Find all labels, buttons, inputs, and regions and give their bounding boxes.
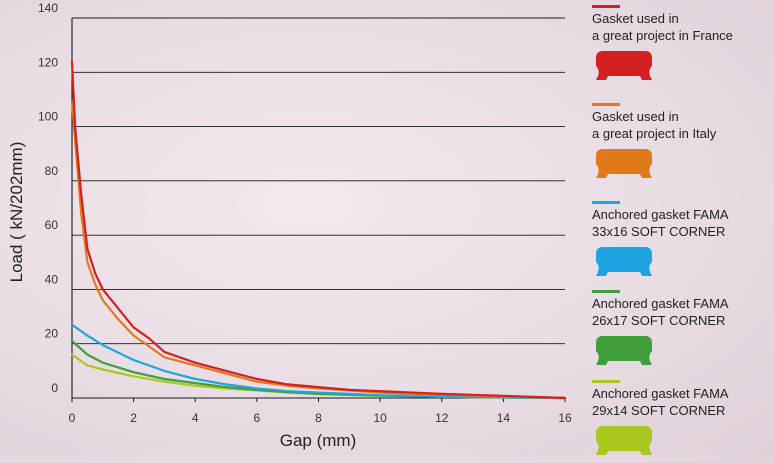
gasket-profile-icon: [596, 149, 652, 178]
series-line-0: [70, 60, 567, 400]
x-tick-label: 14: [497, 411, 511, 425]
series-line-1: [70, 101, 567, 400]
legend-item-3: Anchored gasket FAMA 26x17 SOFT CORNER: [592, 290, 774, 373]
gasket-profile-icon: [596, 247, 652, 276]
x-tick-label: 10: [373, 411, 387, 425]
x-tick-label: 4: [192, 411, 199, 425]
gasket-profile-shape: [596, 247, 652, 276]
legend-label: Anchored gasket FAMA 29x14 SOFT CORNER: [592, 386, 729, 418]
y-tick-label: 140: [38, 1, 58, 15]
legend-swatch: [592, 5, 620, 8]
x-axis-label: Gap (mm): [280, 431, 357, 450]
legend-label: Gasket used in a great project in France: [592, 11, 733, 43]
x-tick-label: 12: [435, 411, 449, 425]
load-gap-chart: 0 20 40 60 80 100 120 140 0 2 4 6 8 10 12 14 16 Gap (mm)…: [7, 1, 572, 450]
series-line-4: [70, 353, 567, 400]
x-tick-label: 2: [130, 411, 137, 425]
series-line-2: [70, 323, 567, 400]
y-axis-label: Load ( kN/202mm): [7, 142, 26, 283]
x-tick-label: 0: [69, 411, 76, 425]
x-tick-label: 8: [315, 411, 322, 425]
legend-item-4: Anchored gasket FAMA 29x14 SOFT CORNER: [592, 380, 774, 463]
y-tick-label: 100: [38, 110, 58, 124]
x-tick-label: 6: [254, 411, 261, 425]
x-tick-label: 16: [558, 411, 572, 425]
tick-labels: 0 20 40 60 80 100 120 140 0 2 4 6 8 10 12 14 16: [38, 1, 572, 425]
y-tick-label: 20: [45, 327, 59, 341]
y-tick-label: 60: [45, 218, 59, 232]
legend-item-2: Anchored gasket FAMA 33x16 SOFT CORNER: [592, 201, 774, 284]
gasket-profile-icon: [596, 336, 652, 365]
legend-swatch: [592, 380, 620, 383]
legend-swatch: [592, 201, 620, 204]
legend-label: Anchored gasket FAMA 26x17 SOFT CORNER: [592, 296, 729, 328]
gasket-profile-shape: [596, 336, 652, 365]
y-tick-label: 0: [51, 381, 58, 395]
legend-label: Anchored gasket FAMA 33x16 SOFT CORNER: [592, 207, 729, 239]
legend-swatch: [592, 103, 620, 106]
y-tick-label: 80: [45, 164, 59, 178]
gasket-profile-icon: [596, 426, 652, 455]
legend-swatch: [592, 290, 620, 293]
series-lines: [70, 60, 567, 400]
gasket-profile-shape: [596, 426, 652, 455]
gasket-profile-shape: [596, 149, 652, 178]
gasket-profile-icon: [596, 51, 652, 80]
grid-lines: [72, 17, 565, 345]
legend-item-1: Gasket used in a great project in Italy: [592, 103, 774, 186]
legend-item-0: Gasket used in a great project in France: [592, 5, 774, 88]
gasket-profile-shape: [596, 51, 652, 80]
legend-label: Gasket used in a great project in Italy: [592, 109, 717, 141]
y-tick-label: 120: [38, 55, 58, 69]
y-tick-label: 40: [45, 272, 59, 286]
